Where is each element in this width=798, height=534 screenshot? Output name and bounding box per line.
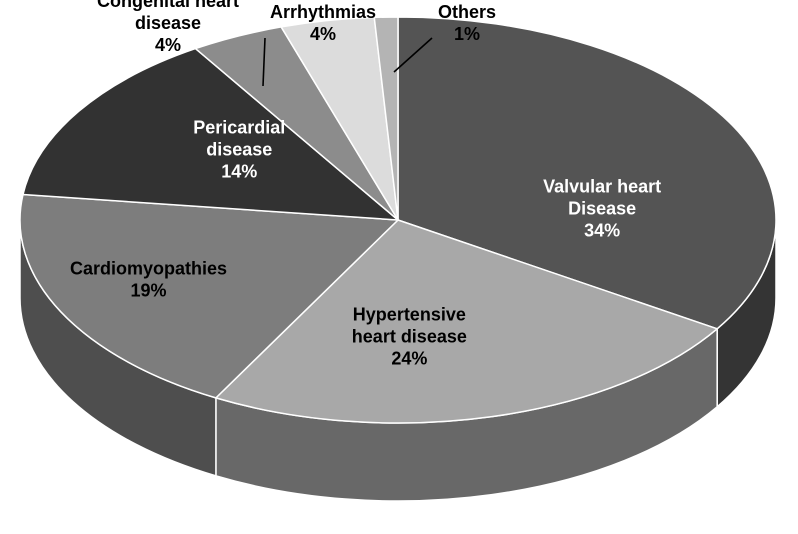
slice-6 — [373, 16, 399, 221]
slice-name-line: Hypertensive — [353, 304, 466, 324]
slice-2 — [19, 193, 399, 399]
slice-percent: 4% — [310, 24, 336, 44]
slice-percent: 24% — [391, 348, 427, 368]
pie-label-layer: Valvular heart Disease 34% Hypertensive hear… — [70, 0, 661, 368]
slice-name-line: Disease — [568, 199, 636, 219]
slice-name-line: Arrhythmias — [270, 2, 376, 22]
slice-label-2: Cardiomyopathies 19% — [70, 259, 227, 301]
slice-3 — [22, 47, 399, 221]
slice-label-3: Pericardial disease 14% — [193, 118, 285, 182]
slice-1 — [215, 219, 718, 424]
slice-name-line: disease — [206, 140, 272, 160]
slice-label-5: Arrhythmias 4% — [270, 2, 376, 44]
slice-label-0: Valvular heart Disease 34% — [543, 177, 661, 241]
slice-percent: 4% — [155, 35, 181, 55]
slice-name-line: Pericardial — [193, 118, 285, 138]
slice-0 — [397, 16, 777, 330]
slice-percent: 14% — [221, 162, 257, 182]
slice-percent: 19% — [131, 281, 167, 301]
slice-percent: 34% — [584, 221, 620, 241]
slice-name-line: Congenital heart — [97, 0, 239, 11]
pie-top-layer — [19, 16, 777, 424]
slice-name-line: heart disease — [352, 326, 467, 346]
leader-line-4 — [262, 37, 266, 87]
slice-percent: 1% — [454, 24, 480, 44]
slice-label-6: Others 1% — [438, 2, 496, 44]
leader-line-6 — [393, 37, 433, 73]
slice-label-4: Congenital heart disease 4% — [97, 0, 239, 55]
slice-name-line: Cardiomyopathies — [70, 259, 227, 279]
slice-name-line: Others — [438, 2, 496, 22]
slice-label-1: Hypertensive heart disease 24% — [352, 304, 467, 368]
slice-name-line: disease — [135, 13, 201, 33]
slice-name-line: Valvular heart — [543, 177, 661, 197]
